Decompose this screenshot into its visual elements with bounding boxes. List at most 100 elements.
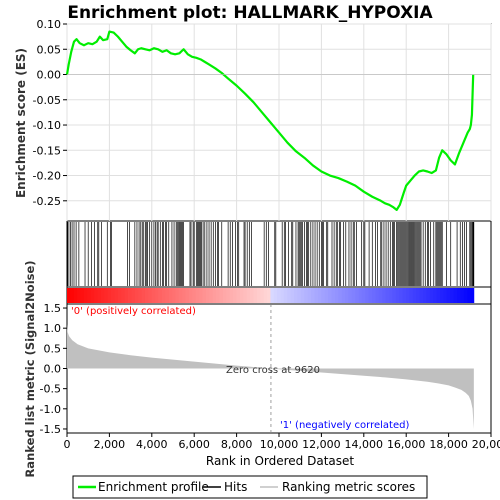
ranking-y-tick-label: 1.0 xyxy=(44,322,62,335)
x-tick-label: 18,000 xyxy=(429,438,468,451)
heatmap-band xyxy=(260,288,265,303)
heatmap-band xyxy=(419,288,424,303)
heatmap-band xyxy=(267,288,271,303)
heatmap-band xyxy=(161,288,166,303)
heatmap-band xyxy=(443,288,448,303)
heatmap-band xyxy=(236,288,241,303)
heatmap-band xyxy=(331,288,336,303)
es-y-tick-label: 0.05 xyxy=(37,43,62,56)
es-y-tick-label: -0.05 xyxy=(33,94,61,107)
enrichment-profile-line xyxy=(65,30,475,211)
heatmap-band xyxy=(253,288,258,303)
heatmap-band xyxy=(467,288,471,303)
heatmap-band xyxy=(395,288,400,303)
heatmap-band xyxy=(114,288,119,303)
heatmap-band xyxy=(175,288,180,303)
hits-layer xyxy=(67,222,475,286)
heatmap-band xyxy=(382,288,387,303)
heatmap-band xyxy=(87,288,92,303)
heatmap-band xyxy=(117,288,122,303)
heatmap-band xyxy=(409,288,414,303)
heatmap-band xyxy=(453,288,458,303)
enrichment-curve-layer xyxy=(65,30,491,211)
heatmap-band xyxy=(351,288,356,303)
heatmap-band xyxy=(246,288,251,303)
es-y-tick-label: -0.25 xyxy=(33,195,61,208)
heatmap-band xyxy=(131,288,136,303)
heatmap-band xyxy=(233,288,237,303)
heatmap-band xyxy=(165,288,170,303)
heatmap-band xyxy=(124,288,129,303)
heatmap-band xyxy=(341,288,346,303)
heatmap-band xyxy=(433,288,437,303)
heatmap-band xyxy=(416,288,420,303)
x-tick-label: 2,000 xyxy=(94,438,126,451)
heatmap-band xyxy=(328,288,332,303)
heatmap-band xyxy=(304,288,309,303)
heatmap-band xyxy=(182,288,187,303)
es-y-tick-label: -0.20 xyxy=(33,170,61,183)
heatmap-band xyxy=(392,288,397,303)
heatmap-band xyxy=(239,288,244,303)
es-y-tick-label: -0.10 xyxy=(33,119,61,132)
heatmap-band xyxy=(151,288,156,303)
heatmap-band xyxy=(446,288,451,303)
heatmap-band xyxy=(314,288,319,303)
heatmap-band xyxy=(155,288,159,303)
heatmap-band xyxy=(209,288,214,303)
heatmap-band xyxy=(192,288,197,303)
heatmap-band xyxy=(365,288,370,303)
ranking-y-axis: 1.5 1.0 0.5 0.0 -0.5 -1.0 -1.5 xyxy=(40,302,67,436)
ranking-y-axis-label: Ranked list metric (Signal2Noise) xyxy=(23,260,37,477)
x-tick-label: 14,000 xyxy=(345,438,384,451)
ranking-y-tick-label: 1.5 xyxy=(44,302,62,315)
heatmap-band xyxy=(185,288,190,303)
es-y-tick-label: -0.15 xyxy=(33,144,61,157)
heatmap-band xyxy=(229,288,234,303)
x-tick-label: 6,000 xyxy=(178,438,210,451)
heatmap-band xyxy=(202,288,207,303)
heatmap-band xyxy=(199,288,204,303)
ranking-y-tick-label: -1.0 xyxy=(40,403,61,416)
heatmap-band xyxy=(378,288,383,303)
heatmap-band xyxy=(205,288,210,303)
heatmap-band xyxy=(121,288,126,303)
heatmap-band xyxy=(321,288,326,303)
heatmap-band xyxy=(111,288,115,303)
ranking-y-tick-label: -0.5 xyxy=(40,383,61,396)
heatmap-band xyxy=(277,288,281,303)
heatmap-band xyxy=(426,288,431,303)
heatmap-band xyxy=(178,288,183,303)
heatmap-band xyxy=(399,288,404,303)
x-tick-label: 20,000 xyxy=(472,438,500,451)
heatmap-band xyxy=(243,288,248,303)
heatmap-band xyxy=(311,288,315,303)
heatmap-band xyxy=(212,288,217,303)
zero-cross-label: Zero cross at 9620 xyxy=(226,365,320,376)
heatmap-band xyxy=(189,288,193,303)
heatmap-band xyxy=(158,288,163,303)
es-y-tick-label: 0.10 xyxy=(37,18,62,31)
heatmap-band xyxy=(263,288,268,303)
heatmap-band xyxy=(307,288,312,303)
heatmap-band xyxy=(138,288,142,303)
heatmap-band xyxy=(375,288,380,303)
x-axis: 0 2,000 4,000 6,000 8,000 10,000 12,000 14,000 1… xyxy=(64,433,500,451)
heatmap-band xyxy=(355,288,359,303)
rank-heatmap xyxy=(67,288,475,303)
heatmap-band xyxy=(256,288,261,303)
heatmap-band xyxy=(297,288,302,303)
heatmap-band xyxy=(141,288,146,303)
heatmap-band xyxy=(90,288,95,303)
heatmap-band xyxy=(67,288,71,303)
x-tick-label: 16,000 xyxy=(387,438,426,451)
heatmap-band xyxy=(463,288,468,303)
heatmap-band xyxy=(195,288,200,303)
heatmap-band xyxy=(219,288,224,303)
x-tick-label: 10,000 xyxy=(260,438,299,451)
heatmap-band xyxy=(83,288,88,303)
es-y-tick-label: 0.00 xyxy=(37,69,62,82)
heatmap-band xyxy=(134,288,139,303)
heatmap-band xyxy=(104,288,109,303)
